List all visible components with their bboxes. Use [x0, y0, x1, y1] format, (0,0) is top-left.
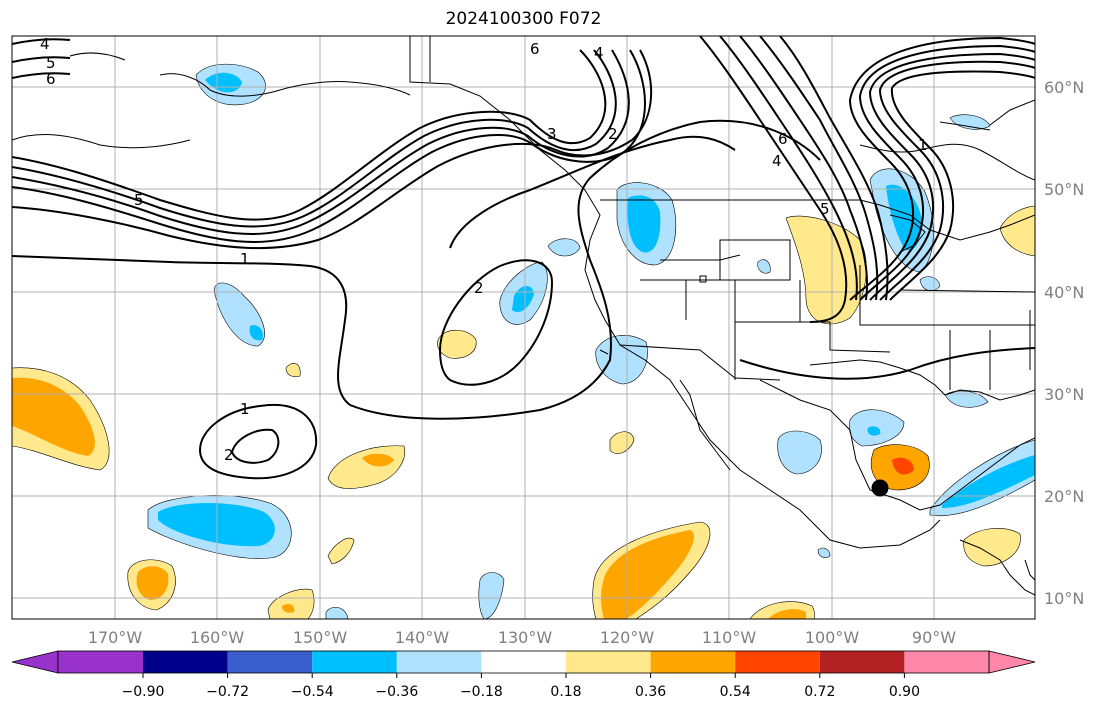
lat-label: 40°N — [1044, 283, 1084, 302]
lon-label: 140°W — [395, 628, 450, 647]
graticule — [12, 36, 1035, 619]
colorbar-tick-label: −0.36 — [375, 684, 418, 700]
contour-label: 1 — [918, 136, 928, 154]
contour-label: 5 — [46, 54, 56, 72]
contour-lines — [12, 36, 1035, 480]
colorbar-bin — [904, 651, 989, 673]
colorbar: −0.90 −0.72 −0.54 −0.36 −0.18 0.18 0.36 0.54 0.7… — [11, 650, 1036, 700]
lon-label: 170°W — [88, 628, 143, 647]
colorbar-tick-label: −0.72 — [206, 684, 249, 700]
longitude-axis: 170°W 160°W 150°W 140°W 130°W 120°W 110°… — [88, 628, 956, 647]
colorbar-frame — [57, 650, 990, 674]
contour-label: 2 — [474, 279, 484, 297]
colorbar-extend-min — [11, 650, 59, 674]
contour-label: 6 — [778, 130, 788, 148]
contour-label: 2 — [224, 446, 234, 464]
contour-label: 6 — [46, 70, 56, 88]
contour-label: 3 — [547, 125, 557, 143]
map-frame — [11, 35, 1036, 620]
contour-label: 5 — [134, 191, 144, 209]
colorbar-bin — [227, 651, 313, 673]
map-title: 2024100300 F072 — [445, 9, 602, 29]
colorbar-tick-label: 0.54 — [720, 684, 751, 700]
colorbar-tick-label: −0.18 — [460, 684, 503, 700]
lat-label: 50°N — [1044, 180, 1084, 199]
contour-label: 4 — [594, 44, 604, 62]
colorbar-extend-max — [988, 650, 1036, 674]
lon-label: 160°W — [190, 628, 245, 647]
lon-label: 150°W — [293, 628, 348, 647]
storm-position-marker — [871, 479, 889, 497]
colorbar-tick-label: 0.36 — [635, 684, 666, 700]
contour-labels: 4 5 6 6 4 3 2 6 4 5 1 1 5 2 1 2 — [40, 35, 928, 464]
contour-label: 5 — [820, 200, 830, 218]
contour-label: 2 — [608, 125, 618, 143]
lat-label: 60°N — [1044, 78, 1084, 97]
lat-label: 20°N — [1044, 487, 1084, 506]
lon-label: 130°W — [498, 628, 553, 647]
colorbar-tick-label: 0.18 — [550, 684, 581, 700]
contour-label: 1 — [240, 400, 250, 418]
colorbar-tick-label: 0.90 — [889, 684, 920, 700]
lat-label: 10°N — [1044, 589, 1084, 608]
colorbar-bin — [481, 651, 566, 673]
colorbar-tick-label: −0.54 — [291, 684, 334, 700]
lon-label: 100°W — [805, 628, 860, 647]
lon-label: 120°W — [600, 628, 655, 647]
colorbar-bin — [312, 651, 397, 673]
lon-label: 110°W — [702, 628, 757, 647]
colorbar-bin — [143, 651, 228, 673]
colorbar-bin — [735, 651, 820, 673]
coastlines — [12, 36, 1035, 596]
colorbar-bin — [58, 651, 143, 673]
contour-label: 4 — [772, 152, 782, 170]
contour-label: 6 — [530, 40, 540, 58]
colorbar-tick-label: 0.72 — [804, 684, 835, 700]
colorbar-bin — [566, 651, 651, 673]
colorbar-bin — [819, 651, 905, 673]
latitude-axis: 60°N 50°N 40°N 30°N 20°N 10°N — [1044, 78, 1084, 608]
lon-label: 90°W — [912, 628, 956, 647]
colorbar-tick-label: −0.90 — [122, 684, 165, 700]
lat-label: 30°N — [1044, 385, 1084, 404]
contour-label: 1 — [240, 250, 250, 268]
colorbar-bin — [650, 651, 736, 673]
anomaly-shading — [12, 63, 1035, 619]
colorbar-bin — [396, 651, 482, 673]
contour-label: 4 — [40, 35, 50, 53]
